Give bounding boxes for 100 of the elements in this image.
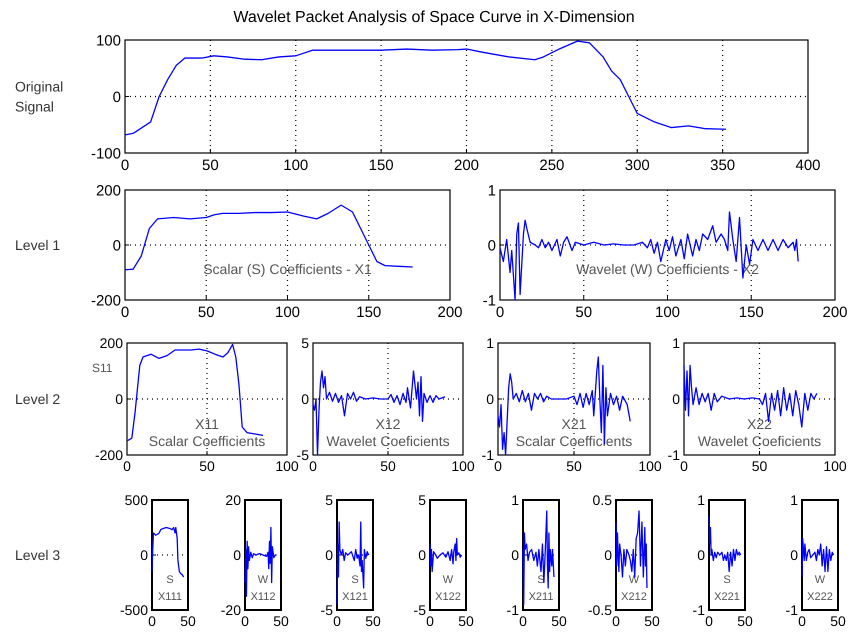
- y-tick-label: -5: [296, 446, 310, 463]
- x-tick-label: 50: [830, 613, 846, 629]
- x-tick-label: 200: [822, 304, 848, 321]
- line-series: [522, 510, 555, 606]
- annotation: X222: [807, 591, 833, 603]
- x-tick-label: 50: [575, 304, 592, 321]
- line-series: [497, 356, 631, 456]
- y-tick-label: 5: [418, 492, 426, 508]
- y-tick-label: 500: [124, 492, 148, 508]
- y-tick-label: 1: [672, 334, 680, 351]
- y-tick-label: 0: [115, 390, 124, 407]
- x-tick-label: 50: [180, 613, 196, 629]
- text: S11: [92, 361, 113, 375]
- y-tick-label: 1: [486, 334, 494, 351]
- y-tick-label: 5: [301, 334, 310, 351]
- x-tick-label: 150: [738, 304, 764, 321]
- y-tick-label: 0: [233, 546, 242, 563]
- annotation: S: [723, 574, 731, 586]
- x-tick-label: 50: [551, 613, 567, 629]
- x-tick-label: 400: [795, 157, 821, 174]
- annotation: X121: [342, 591, 368, 603]
- x-tick-label: 50: [380, 458, 396, 474]
- x-tick-label: 100: [275, 458, 299, 474]
- y-tick-label: -200: [94, 446, 124, 463]
- annotation: S: [351, 574, 359, 586]
- annotation: X22: [747, 416, 772, 432]
- y-tick-label: -20: [220, 602, 242, 618]
- y-tick-label: -5: [320, 602, 334, 618]
- y-axis-title: Level 1: [15, 236, 60, 253]
- y-tick-label: -1: [482, 446, 494, 463]
- x-tick-label: 50: [202, 157, 219, 174]
- line-series: [124, 40, 727, 136]
- annotation: Wavelet Coeficients: [698, 433, 822, 449]
- line-series: [336, 521, 370, 606]
- y-tick-label: 1: [790, 492, 798, 508]
- annotation: X112: [250, 591, 276, 603]
- chart-title: Wavelet Packet Analysis of Space Curve in X-Dimension: [233, 9, 635, 26]
- x-tick-label: 50: [752, 458, 768, 474]
- x-tick-label: 50: [365, 613, 381, 629]
- line-series: [708, 516, 742, 572]
- x-tick-label: 100: [451, 458, 475, 474]
- x-tick-label: 350: [710, 157, 736, 174]
- x-tick-label: 50: [566, 458, 582, 474]
- y-tick-label: 200: [100, 334, 124, 351]
- annotation: W: [628, 574, 640, 586]
- annotation: X122: [435, 591, 461, 603]
- x-tick-label: 50: [737, 613, 753, 629]
- y-tick-label: -5: [414, 602, 426, 618]
- annotation: W: [258, 574, 269, 586]
- y-tick-label: 0: [697, 546, 706, 563]
- x-tick-label: 50: [198, 304, 215, 321]
- y-tick-label: 0: [672, 390, 680, 407]
- x-tick-label: 200: [437, 304, 463, 321]
- y-tick-label: 0: [325, 546, 334, 563]
- x-tick-label: 50: [458, 613, 474, 629]
- y-tick-label: -1: [692, 602, 706, 618]
- y-tick-label: 0: [790, 546, 798, 563]
- x-tick-label: 50: [199, 458, 215, 474]
- annotation: W: [814, 574, 826, 586]
- y-tick-label: 200: [96, 182, 121, 200]
- y-tick-label: 0: [112, 237, 121, 254]
- y-tick-label: 5: [325, 492, 334, 508]
- y-tick-label: 0: [140, 546, 148, 563]
- line-series: [429, 538, 462, 572]
- annotation: X12: [376, 416, 401, 432]
- y-tick-label: 0: [488, 237, 496, 254]
- y-tick-label: -1: [482, 292, 496, 310]
- y-tick-label: 0: [112, 88, 121, 106]
- annotation: X11: [195, 416, 220, 432]
- line-series: [499, 211, 799, 301]
- x-tick-label: 150: [368, 157, 394, 174]
- line-series: [615, 510, 648, 589]
- y-tick-label: 0.5: [592, 492, 612, 508]
- x-tick-label: 300: [624, 157, 650, 174]
- x-tick-label: 200: [454, 157, 480, 174]
- y-axis-title: Original Signal: [15, 78, 64, 114]
- y-tick-label: 0: [418, 546, 426, 563]
- y-tick-label: 1: [511, 492, 520, 508]
- y-tick-label: -200: [90, 292, 121, 310]
- annotation: Wavelet Coeficients: [326, 433, 450, 449]
- y-tick-label: -500: [120, 602, 148, 618]
- y-tick-label: 1: [488, 182, 496, 200]
- y-tick-label: -1: [668, 446, 680, 463]
- y-tick-label: 100: [96, 32, 121, 50]
- x-tick-label: 50: [644, 613, 660, 629]
- annotation: X111: [158, 591, 182, 603]
- x-tick-label: 50: [273, 613, 289, 629]
- x-tick-label: 100: [638, 458, 662, 474]
- annotation: Scalar (S) Coefficients - X1: [203, 261, 372, 277]
- y-tick-label: 0: [511, 546, 520, 563]
- y-tick-label: -100: [90, 145, 121, 162]
- x-tick-label: 250: [539, 157, 564, 174]
- annotation: X221: [714, 591, 740, 603]
- annotation: X211: [528, 591, 554, 603]
- y-tick-label: -1: [506, 602, 520, 618]
- y-tick-label: 0: [486, 390, 494, 407]
- annotation: X212: [621, 591, 647, 603]
- x-tick-label: 150: [356, 304, 382, 321]
- y-tick-label: 0: [301, 390, 310, 407]
- annotation: Scalar Coefficients: [148, 433, 266, 449]
